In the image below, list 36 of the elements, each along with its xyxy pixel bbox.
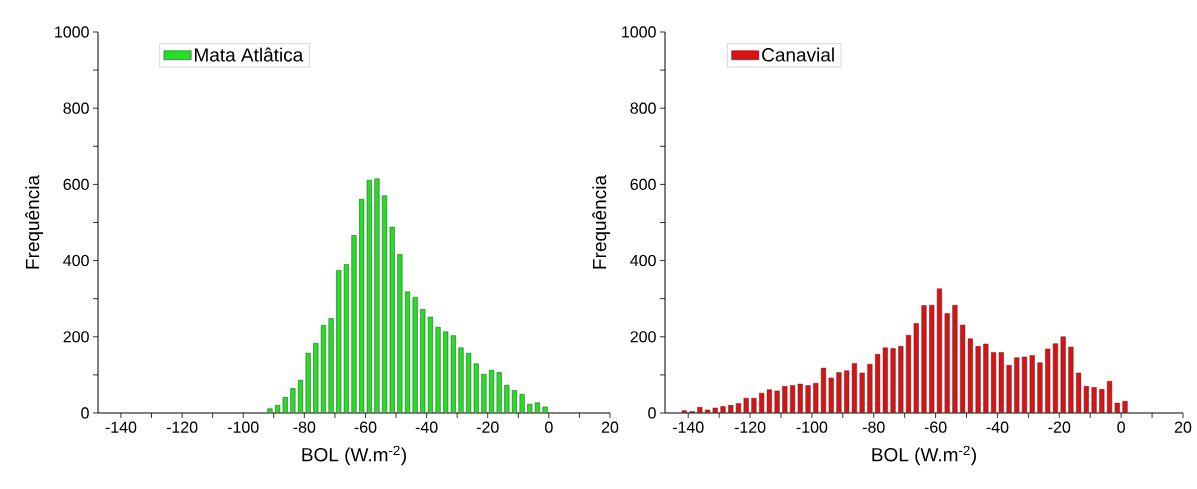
x-tick-label: -100 xyxy=(227,421,259,433)
y-axis-title: Frequência xyxy=(592,174,611,269)
x-tick-label: -40 xyxy=(415,421,438,433)
x-tick-label: 20 xyxy=(1174,421,1192,433)
x-tick-label: -120 xyxy=(734,421,766,433)
x-tick-label: -40 xyxy=(986,421,1009,433)
y-tick-label: 400 xyxy=(63,254,89,267)
x-tick-label: 0 xyxy=(1117,421,1125,433)
y-tick-label: 0 xyxy=(81,407,89,419)
x-tick-label: -20 xyxy=(1048,421,1071,433)
x-tick-label: -60 xyxy=(354,421,377,433)
x-tick-label: -80 xyxy=(862,421,885,433)
y-axis-title: Frequência xyxy=(25,174,44,269)
y-tick-label: 1000 xyxy=(55,26,89,38)
x-tick-label: -100 xyxy=(796,421,828,433)
y-tick-label: 200 xyxy=(630,331,656,343)
y-tick-label: 600 xyxy=(63,178,89,191)
x-tick-label: -140 xyxy=(672,421,704,433)
x-axis-title: BOL (W.m$^{-2}$) xyxy=(302,445,406,466)
x-axis-title: BOL (W.m$^{-2}$) xyxy=(872,445,976,466)
y-tick-label: 1000 xyxy=(622,26,656,38)
x-tick-label: -20 xyxy=(476,421,499,433)
x-tick-label: -80 xyxy=(293,421,316,433)
legend-label: Mata Atlâtica xyxy=(195,47,304,62)
x-tick-label: 0 xyxy=(545,421,553,433)
y-tick-label: 800 xyxy=(63,102,89,114)
y-tick-label: 800 xyxy=(630,102,656,114)
y-tick-label: 400 xyxy=(630,254,656,267)
y-tick-label: 200 xyxy=(63,331,89,343)
y-tick-label: 0 xyxy=(648,407,656,419)
legend-label: Canavial xyxy=(762,47,834,62)
y-tick-label: 600 xyxy=(630,178,656,191)
x-tick-label: -140 xyxy=(105,421,137,433)
x-tick-label: 20 xyxy=(601,421,619,433)
x-tick-label: -60 xyxy=(924,421,947,433)
x-tick-label: -120 xyxy=(166,421,198,433)
